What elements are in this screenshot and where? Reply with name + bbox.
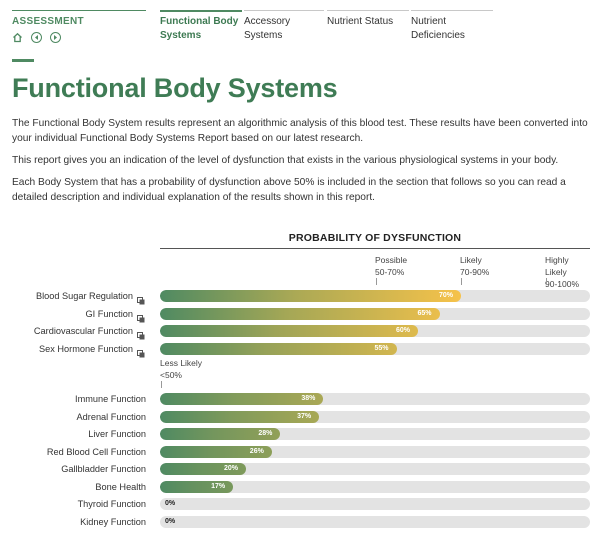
bar-track-adrenal-function: 37% bbox=[160, 411, 590, 423]
row-label-bone-health: Bone Health bbox=[95, 482, 146, 492]
row-label-blood-sugar-regulation: Blood Sugar Regulation bbox=[35, 291, 133, 301]
zone-label-highly-likely: Highly Likely 90-100% bbox=[545, 254, 589, 290]
bar-sex-hormone-function bbox=[160, 343, 397, 355]
nav-icon-group bbox=[12, 32, 146, 43]
bar-value-sex-hormone-function: 55% bbox=[374, 345, 389, 352]
bar-value-kidney-function: 0% bbox=[165, 518, 176, 525]
bar-bone-health bbox=[160, 481, 234, 493]
top-navigation: ASSESSMENT Functional Body Systems Acces… bbox=[0, 0, 600, 50]
row-label-red-blood-cell-function: Red Blood Cell Function bbox=[46, 447, 146, 457]
bar-track-bone-health: 17% bbox=[160, 481, 590, 493]
row-label-liver-function: Liver Function bbox=[88, 429, 146, 439]
bar-track-gallbladder-function: 20% bbox=[160, 463, 590, 475]
threshold-paragraph: Each Body System that has a probability … bbox=[12, 177, 566, 203]
row-label-immune-function: Immune Function bbox=[75, 394, 146, 404]
row-label-gi-function: GI Function bbox=[85, 309, 134, 319]
bar-value-gallbladder-function: 20% bbox=[224, 465, 239, 472]
zone-range: 50-70% bbox=[375, 267, 405, 277]
tab-nutrient-deficiencies[interactable]: Nutrient Deficiencies bbox=[411, 10, 493, 42]
bar-track-red-blood-cell-function: 26% bbox=[160, 446, 590, 458]
zone-name: Possible bbox=[375, 255, 408, 265]
tab-accessory-systems[interactable]: Accessory Systems bbox=[244, 10, 324, 42]
report-icon[interactable] bbox=[137, 345, 145, 358]
page-title: Functional Body Systems bbox=[12, 73, 338, 103]
zone-tick bbox=[376, 278, 377, 285]
bar-track-immune-function: 38% bbox=[160, 393, 590, 405]
report-icon[interactable] bbox=[137, 327, 145, 340]
bar-track-liver-function: 28% bbox=[160, 428, 590, 440]
row-label-kidney-function: Kidney Function bbox=[80, 517, 146, 527]
zone-label-likely: Likely 70-90% bbox=[460, 254, 530, 278]
zone-tick bbox=[161, 381, 162, 388]
tab-functional-body-systems[interactable]: Functional Body Systems bbox=[160, 10, 242, 42]
bar-value-red-blood-cell-function: 26% bbox=[249, 448, 264, 455]
bar-track-blood-sugar-regulation: 70% bbox=[160, 290, 590, 302]
zone-tick bbox=[546, 278, 547, 285]
report-icon[interactable] bbox=[137, 292, 145, 305]
bar-value-bone-health: 17% bbox=[211, 483, 226, 490]
intro-paragraph: The Functional Body System results repre… bbox=[12, 118, 588, 144]
zone-name: Less Likely bbox=[160, 358, 203, 368]
zone-name: Likely bbox=[460, 255, 482, 265]
bar-adrenal-function bbox=[160, 411, 320, 423]
bar-red-blood-cell-function bbox=[160, 446, 272, 458]
chart-title: PROBABILITY OF DYSFUNCTION bbox=[288, 232, 462, 244]
report-icon[interactable] bbox=[137, 310, 145, 323]
row-label-gallbladder-function: Gallbladder Function bbox=[61, 464, 146, 474]
row-label-thyroid-function: Thyroid Function bbox=[77, 499, 146, 509]
title-accent-bar bbox=[12, 59, 34, 62]
row-label-cardiovascular-function: Cardiovascular Function bbox=[33, 326, 133, 336]
home-icon[interactable] bbox=[12, 32, 23, 43]
row-label-sex-hormone-function: Sex Hormone Function bbox=[39, 344, 133, 354]
bar-track-cardiovascular-function: 60% bbox=[160, 325, 590, 337]
bar-track-kidney-function: 0% bbox=[160, 516, 590, 528]
tab-nutrient-status[interactable]: Nutrient Status bbox=[327, 10, 409, 42]
bar-value-cardiovascular-function: 60% bbox=[396, 327, 411, 334]
bar-value-gi-function: 65% bbox=[417, 310, 432, 317]
bar-value-immune-function: 38% bbox=[301, 395, 316, 402]
assessment-label: ASSESSMENT bbox=[12, 16, 84, 27]
bar-gallbladder-function bbox=[160, 463, 246, 475]
back-icon[interactable] bbox=[31, 32, 42, 43]
zone-range: <50% bbox=[160, 370, 182, 380]
bar-blood-sugar-regulation bbox=[160, 290, 461, 302]
indication-paragraph: This report gives you an indication of t… bbox=[12, 155, 559, 166]
bar-track-sex-hormone-function: 55% bbox=[160, 343, 590, 355]
zone-label-possible: Possible 50-70% bbox=[375, 254, 445, 278]
bar-value-blood-sugar-regulation: 70% bbox=[439, 292, 454, 299]
zone-range: 70-90% bbox=[460, 267, 490, 277]
bar-gi-function bbox=[160, 308, 440, 320]
bar-value-adrenal-function: 37% bbox=[297, 413, 312, 420]
zone-tick bbox=[461, 278, 462, 285]
bar-track-gi-function: 65% bbox=[160, 308, 590, 320]
bar-value-liver-function: 28% bbox=[258, 430, 273, 437]
bar-track-thyroid-function: 0% bbox=[160, 498, 590, 510]
zone-name: Highly Likely bbox=[545, 255, 569, 277]
bar-liver-function bbox=[160, 428, 281, 440]
row-label-adrenal-function: Adrenal Function bbox=[76, 412, 146, 422]
bar-immune-function bbox=[160, 393, 324, 405]
forward-icon[interactable] bbox=[50, 32, 61, 43]
chart-divider bbox=[160, 248, 590, 249]
bar-value-thyroid-function: 0% bbox=[165, 500, 176, 507]
assessment-section: ASSESSMENT bbox=[12, 10, 146, 43]
zone-label-less-likely: Less Likely <50% bbox=[160, 357, 230, 381]
zone-range: 90-100% bbox=[545, 279, 580, 289]
bar-cardiovascular-function bbox=[160, 325, 418, 337]
